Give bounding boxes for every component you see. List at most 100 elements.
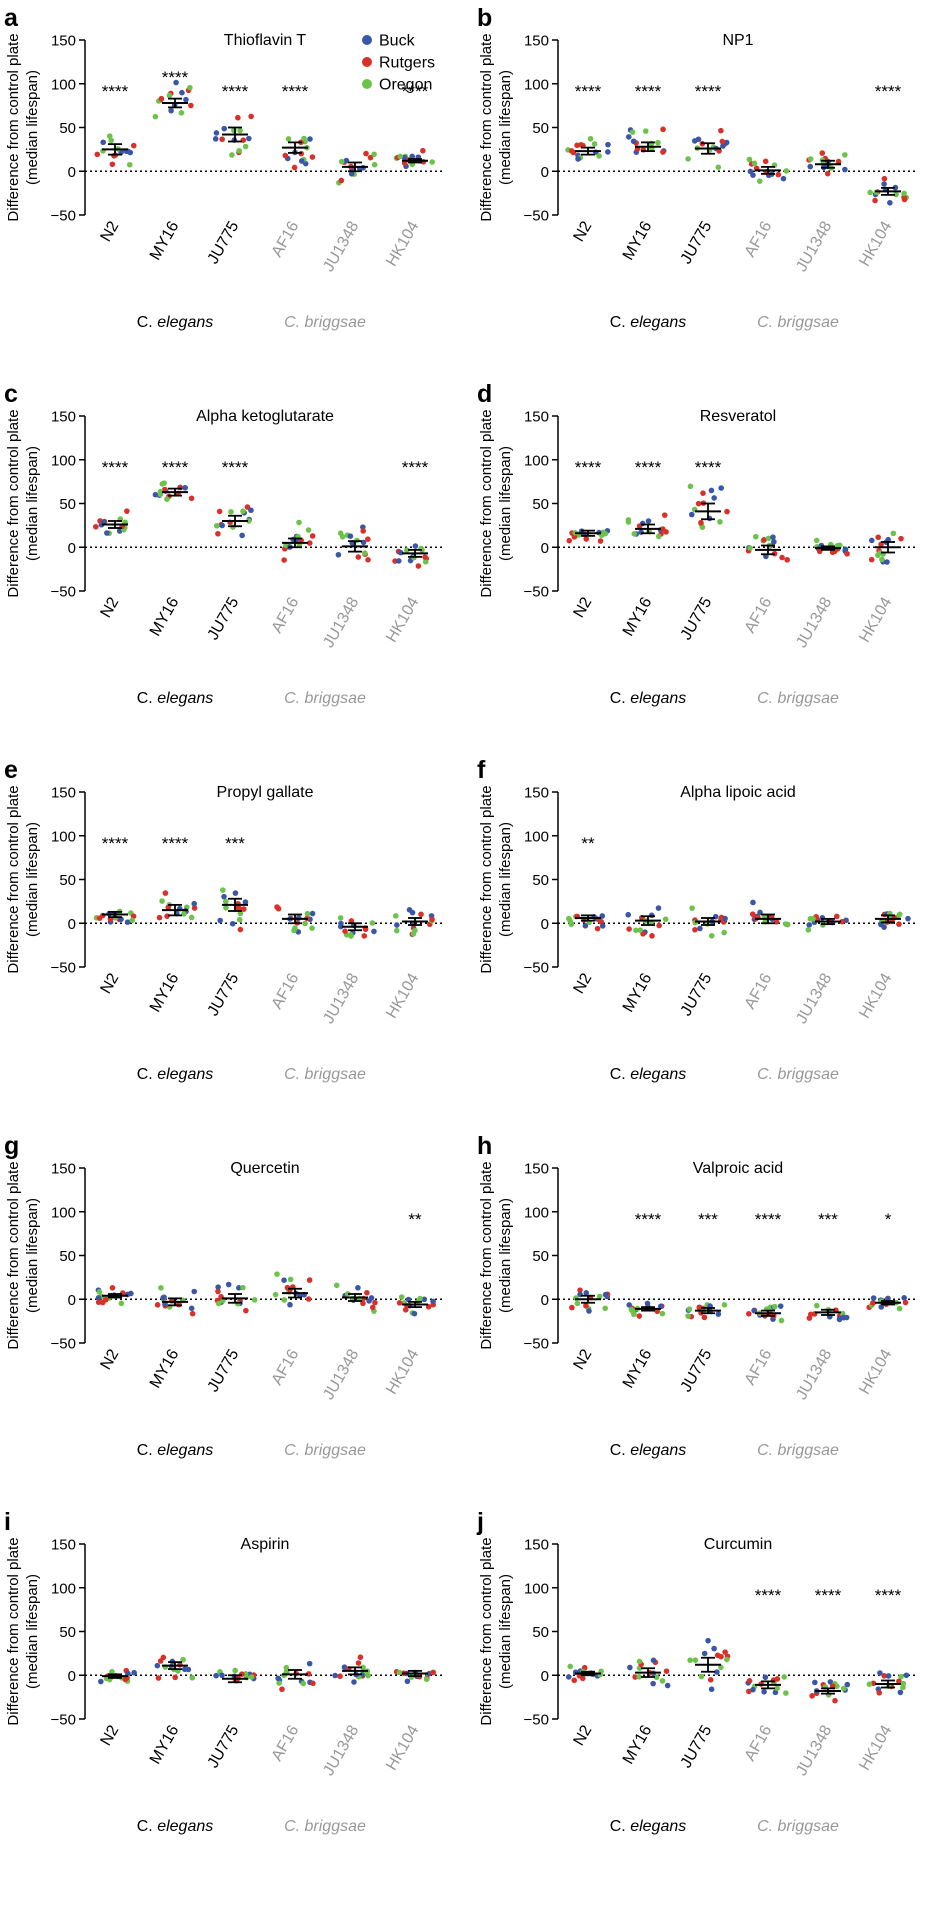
data-point (430, 1669, 436, 1676)
y-tick-label: −50 (51, 1712, 76, 1729)
data-point (698, 519, 704, 526)
chart-title: Alpha lipoic acid (680, 784, 796, 801)
data-point (282, 152, 289, 159)
panel-letter: h (477, 1132, 492, 1160)
data-point (761, 1689, 767, 1695)
y-tick-label: 150 (51, 785, 76, 802)
species-label-briggsae: C. briggsae (284, 1442, 366, 1459)
y-axis-label-unit: (median lifespan) (497, 822, 514, 937)
data-point (632, 1674, 638, 1680)
data-point (720, 143, 726, 149)
data-point (411, 1310, 418, 1317)
data-point (896, 1305, 903, 1312)
x-tick-label: HK104 (383, 970, 422, 1021)
data-point (833, 913, 840, 920)
y-axis-label: Difference from control plate (5, 33, 22, 221)
data-point (580, 1675, 586, 1682)
data-point (890, 530, 897, 537)
data-point (879, 556, 885, 563)
data-point (402, 1306, 409, 1313)
y-axis-label-unit: (median lifespan) (24, 70, 41, 185)
data-point (630, 138, 637, 145)
y-tick-label: 0 (541, 916, 549, 933)
data-point (157, 488, 164, 495)
panel-letter: b (477, 4, 492, 32)
y-tick-label: 150 (524, 1161, 549, 1178)
data-point (745, 1311, 752, 1317)
legend-label: Rutgers (379, 55, 435, 72)
significance-marker: **** (282, 82, 309, 101)
y-tick-label: −50 (51, 960, 76, 977)
data-point (642, 128, 649, 134)
species-label-elegans: C. elegans (137, 1066, 214, 1083)
significance-marker: **** (635, 458, 662, 477)
species-label-elegans: C. elegans (137, 1442, 214, 1459)
y-axis-label-unit: (median lifespan) (24, 1198, 41, 1313)
x-tick-label: JU1348 (320, 594, 362, 650)
data-point (429, 916, 435, 923)
data-point (761, 537, 767, 543)
data-point (369, 1304, 376, 1311)
y-axis-label-unit: (median lifespan) (497, 1198, 514, 1313)
data-point (104, 530, 110, 536)
data-point (187, 84, 193, 91)
data-point (362, 550, 368, 556)
y-tick-label: 0 (68, 1292, 76, 1309)
data-point (396, 1669, 403, 1676)
data-point (417, 1295, 423, 1302)
y-tick-label: 0 (541, 1292, 549, 1309)
species-label-briggsae: C. briggsae (284, 690, 366, 707)
data-point (298, 158, 305, 164)
y-axis-label: Difference from control plate (5, 785, 22, 973)
data-point (126, 161, 133, 168)
legend-label: Oregon (379, 77, 432, 94)
x-tick-label: AF16 (742, 970, 776, 1012)
data-point (631, 531, 638, 537)
y-tick-label: 100 (524, 1580, 549, 1597)
data-point (276, 1680, 282, 1686)
data-point (686, 1306, 693, 1312)
chart-title: Curcumin (704, 1536, 772, 1553)
x-tick-label: MY16 (620, 1722, 656, 1767)
data-point (687, 483, 694, 490)
y-tick-label: 100 (51, 452, 76, 469)
x-tick-label: MY16 (147, 1722, 183, 1767)
data-point (602, 1291, 609, 1298)
data-point (221, 893, 227, 900)
data-point (605, 149, 611, 155)
data-point (335, 551, 342, 558)
data-point (664, 1682, 671, 1689)
data-point (718, 1653, 724, 1660)
x-tick-label: JU775 (678, 218, 716, 267)
data-point (746, 156, 753, 163)
data-point (774, 1676, 781, 1682)
data-point (750, 172, 756, 178)
data-point (750, 899, 756, 906)
data-point (251, 1297, 258, 1303)
data-point (875, 552, 881, 558)
data-point (884, 559, 890, 565)
data-point (410, 931, 417, 937)
data-point (695, 136, 702, 143)
y-axis-label: Difference from control plate (5, 409, 22, 597)
y-tick-label: 0 (68, 916, 76, 933)
y-tick-label: 0 (541, 1668, 549, 1685)
x-tick-label: MY16 (620, 594, 656, 639)
data-point (398, 1294, 405, 1300)
data-point (662, 916, 669, 922)
data-point (369, 920, 376, 926)
data-point (300, 1680, 307, 1687)
data-point (421, 1296, 428, 1303)
data-point (129, 917, 136, 924)
data-point (405, 1296, 412, 1303)
panel-letter: d (477, 380, 492, 408)
y-tick-label: 50 (59, 872, 76, 889)
data-point (718, 1664, 724, 1671)
data-point (885, 1673, 892, 1679)
x-tick-label: JU1348 (320, 970, 362, 1026)
data-point (836, 1316, 843, 1323)
data-point (628, 1306, 635, 1313)
x-tick-label: MY16 (147, 218, 183, 263)
data-point (718, 485, 724, 491)
data-point (371, 151, 377, 158)
